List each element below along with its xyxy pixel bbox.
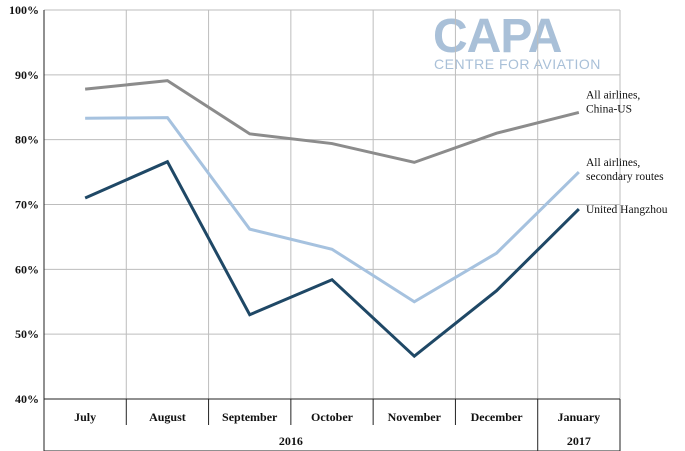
- x-tick-label: October: [311, 410, 354, 424]
- series-label: All airlines, China-US: [586, 89, 640, 115]
- group-label: 2016: [279, 434, 303, 448]
- series-label-line: All airlines,: [586, 157, 640, 169]
- x-tick-label: January: [558, 410, 601, 424]
- watermark-logo: CAPA CENTRE FOR AVIATION: [433, 10, 601, 72]
- y-tick-label: 80%: [15, 133, 39, 147]
- x-tick-label: August: [149, 410, 186, 424]
- series-line: [85, 116, 580, 304]
- gridlines: [43, 9, 621, 399]
- series-label: United Hangzhou: [586, 204, 668, 216]
- series-line: [84, 159, 580, 359]
- group-label: 2017: [567, 434, 591, 448]
- axes: 40% 50% 60% 70% 80% 90% 100% July August Septembe…: [9, 3, 621, 451]
- logo-tagline: CENTRE FOR AVIATION: [434, 56, 601, 72]
- series-lines: [84, 79, 580, 359]
- y-tick-label: 60%: [15, 262, 39, 276]
- y-tick-label: 70%: [15, 198, 39, 212]
- series-label-line: United Hangzhou: [586, 204, 668, 216]
- y-tick-label: 50%: [15, 327, 39, 341]
- x-tick-label: December: [471, 410, 524, 424]
- series-line: [84, 79, 580, 164]
- series-label-line: secondary routes: [586, 171, 664, 183]
- series-label: All airlines, secondary routes: [586, 157, 664, 183]
- series-label-line: All airlines,: [586, 89, 640, 101]
- logo-brand: CAPA: [433, 10, 562, 63]
- y-tick-label: 100%: [9, 3, 39, 17]
- x-tick-label: July: [74, 410, 96, 424]
- x-tick-label: September: [222, 410, 278, 424]
- y-tick-label: 40%: [15, 392, 39, 406]
- labels: All airlines, China-US All airlines, second…: [586, 89, 668, 216]
- y-tick-label: 90%: [15, 68, 39, 82]
- series-label-line: China-US: [586, 103, 632, 115]
- x-tick-label: November: [388, 410, 442, 424]
